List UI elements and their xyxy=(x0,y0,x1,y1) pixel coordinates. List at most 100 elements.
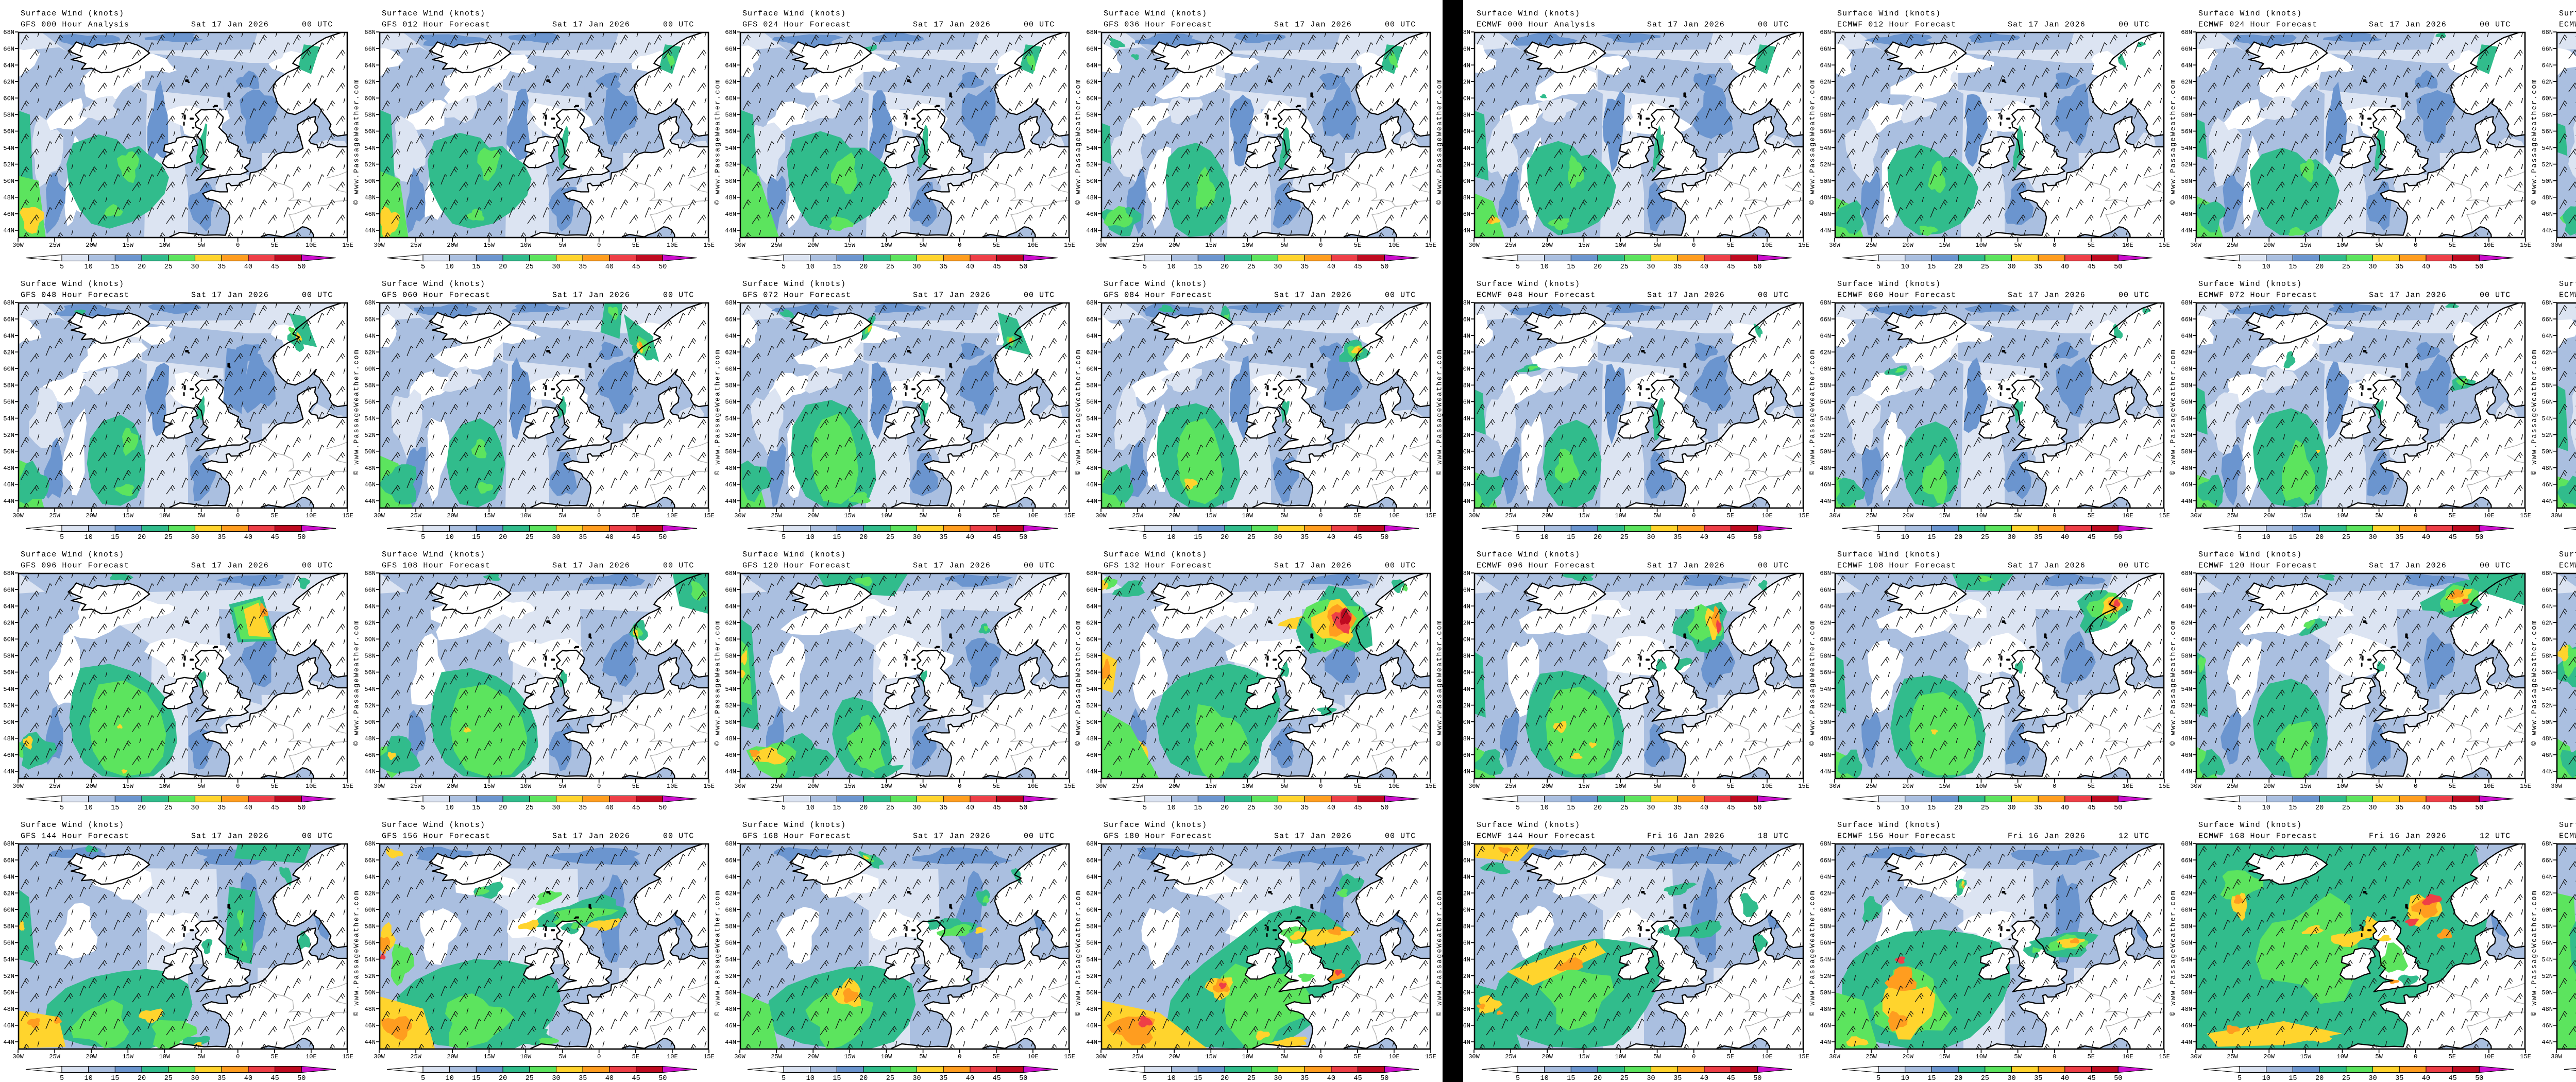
svg-text:Surface Wind (knots): Surface Wind (knots) xyxy=(1837,9,1941,18)
svg-text:ECMWF 072 Hour Forecast: ECMWF 072 Hour Forecast xyxy=(2198,291,2317,300)
svg-text:GFS 096 Hour Forecast: GFS 096 Hour Forecast xyxy=(21,562,129,570)
svg-text:Sat 17 Jan 2026: Sat 17 Jan 2026 xyxy=(1274,21,1352,29)
svg-text:ECMWF 144 Hour Forecast: ECMWF 144 Hour Forecast xyxy=(1477,832,1596,841)
svg-text:ECMWF 000 Hour Analysis: ECMWF 000 Hour Analysis xyxy=(1477,21,1596,29)
svg-text:Surface Wind (knots): Surface Wind (knots) xyxy=(382,9,485,18)
svg-text:Sat 17 Jan 2026: Sat 17 Jan 2026 xyxy=(1274,291,1352,300)
svg-text:ECMWF 108 Hour Forecast: ECMWF 108 Hour Forecast xyxy=(1837,562,1956,570)
svg-text:00 UTC: 00 UTC xyxy=(1758,21,1789,29)
svg-text:00 UTC: 00 UTC xyxy=(1385,832,1416,841)
svg-text:00 UTC: 00 UTC xyxy=(2480,562,2511,570)
svg-text:Sat 17 Jan 2026: Sat 17 Jan 2026 xyxy=(552,21,630,29)
svg-text:GFS 060 Hour Forecast: GFS 060 Hour Forecast xyxy=(382,291,490,300)
svg-text:ECMWF 084 Hour Forecast: ECMWF 084 Hour Forecast xyxy=(2559,291,2576,300)
svg-text:Surface Wind (knots): Surface Wind (knots) xyxy=(742,550,846,559)
svg-text:Surface Wind (knots): Surface Wind (knots) xyxy=(2559,9,2576,18)
svg-text:ECMWF 156 Hour Forecast: ECMWF 156 Hour Forecast xyxy=(1837,832,1956,841)
svg-text:Sat 17 Jan 2026: Sat 17 Jan 2026 xyxy=(552,562,630,570)
svg-text:Sat 17 Jan 2026: Sat 17 Jan 2026 xyxy=(191,291,269,300)
svg-text:GFS 048 Hour Forecast: GFS 048 Hour Forecast xyxy=(21,291,129,300)
svg-text:GFS 024 Hour Forecast: GFS 024 Hour Forecast xyxy=(742,21,851,29)
svg-text:00 UTC: 00 UTC xyxy=(302,21,333,29)
svg-text:Sat 17 Jan 2026: Sat 17 Jan 2026 xyxy=(2008,562,2086,570)
svg-text:00 UTC: 00 UTC xyxy=(2480,21,2511,29)
svg-text:Surface Wind (knots): Surface Wind (knots) xyxy=(742,821,846,830)
svg-text:GFS 180 Hour Forecast: GFS 180 Hour Forecast xyxy=(1104,832,1212,841)
svg-text:Surface Wind (knots): Surface Wind (knots) xyxy=(1477,821,1580,830)
svg-text:12 UTC: 12 UTC xyxy=(2480,832,2511,841)
svg-text:Surface Wind (knots): Surface Wind (knots) xyxy=(21,280,124,289)
svg-text:00 UTC: 00 UTC xyxy=(2480,291,2511,300)
svg-text:00 UTC: 00 UTC xyxy=(1024,291,1055,300)
svg-text:Sat 17 Jan 2026: Sat 17 Jan 2026 xyxy=(913,832,991,841)
svg-text:Fri 16 Jan 2026: Fri 16 Jan 2026 xyxy=(1647,832,1725,841)
svg-text:Surface Wind (knots): Surface Wind (knots) xyxy=(742,9,846,18)
svg-text:ECMWF 060 Hour Forecast: ECMWF 060 Hour Forecast xyxy=(1837,291,1956,300)
svg-text:Sat 17 Jan 2026: Sat 17 Jan 2026 xyxy=(913,291,991,300)
svg-text:Sat 17 Jan 2026: Sat 17 Jan 2026 xyxy=(1647,291,1725,300)
svg-text:Fri 16 Jan 2026: Fri 16 Jan 2026 xyxy=(2369,832,2447,841)
svg-text:00 UTC: 00 UTC xyxy=(1385,21,1416,29)
svg-text:GFS 120 Hour Forecast: GFS 120 Hour Forecast xyxy=(742,562,851,570)
svg-text:Surface Wind (knots): Surface Wind (knots) xyxy=(742,280,846,289)
svg-text:00 UTC: 00 UTC xyxy=(1385,562,1416,570)
svg-text:Sat 17 Jan 2026: Sat 17 Jan 2026 xyxy=(1647,562,1725,570)
svg-text:00 UTC: 00 UTC xyxy=(2119,21,2149,29)
svg-text:00 UTC: 00 UTC xyxy=(302,562,333,570)
svg-text:Surface Wind (knots): Surface Wind (knots) xyxy=(21,9,124,18)
svg-text:Surface Wind (knots): Surface Wind (knots) xyxy=(21,821,124,830)
svg-text:ECMWF 180 Hour Forecast: ECMWF 180 Hour Forecast xyxy=(2559,832,2576,841)
svg-text:Surface Wind (knots): Surface Wind (knots) xyxy=(382,821,485,830)
svg-text:GFS 144 Hour Forecast: GFS 144 Hour Forecast xyxy=(21,832,129,841)
svg-text:Surface Wind (knots): Surface Wind (knots) xyxy=(2198,280,2302,289)
svg-text:ECMWF 036 Hour Forecast: ECMWF 036 Hour Forecast xyxy=(2559,21,2576,29)
svg-text:GFS 084 Hour Forecast: GFS 084 Hour Forecast xyxy=(1104,291,1212,300)
svg-text:GFS 072 Hour Forecast: GFS 072 Hour Forecast xyxy=(742,291,851,300)
svg-text:GFS 108 Hour Forecast: GFS 108 Hour Forecast xyxy=(382,562,490,570)
svg-text:Surface Wind (knots): Surface Wind (knots) xyxy=(1477,280,1580,289)
svg-text:Sat 17 Jan 2026: Sat 17 Jan 2026 xyxy=(191,562,269,570)
svg-text:Sat 17 Jan 2026: Sat 17 Jan 2026 xyxy=(1647,21,1725,29)
svg-text:ECMWF 120 Hour Forecast: ECMWF 120 Hour Forecast xyxy=(2198,562,2317,570)
svg-text:Sat 17 Jan 2026: Sat 17 Jan 2026 xyxy=(552,832,630,841)
svg-text:Surface Wind (knots): Surface Wind (knots) xyxy=(21,550,124,559)
svg-text:Sat 17 Jan 2026: Sat 17 Jan 2026 xyxy=(2369,21,2447,29)
svg-text:Surface Wind (knots): Surface Wind (knots) xyxy=(382,280,485,289)
svg-text:Sat 17 Jan 2026: Sat 17 Jan 2026 xyxy=(2369,562,2447,570)
svg-text:ECMWF 168 Hour Forecast: ECMWF 168 Hour Forecast xyxy=(2198,832,2317,841)
svg-text:00 UTC: 00 UTC xyxy=(663,21,694,29)
svg-text:ECMWF 048 Hour Forecast: ECMWF 048 Hour Forecast xyxy=(1477,291,1596,300)
svg-text:Sat 17 Jan 2026: Sat 17 Jan 2026 xyxy=(1274,832,1352,841)
svg-text:Sat 17 Jan 2026: Sat 17 Jan 2026 xyxy=(191,832,269,841)
svg-text:Sat 17 Jan 2026: Sat 17 Jan 2026 xyxy=(552,291,630,300)
svg-text:Surface Wind (knots): Surface Wind (knots) xyxy=(1837,821,1941,830)
svg-text:GFS 132 Hour Forecast: GFS 132 Hour Forecast xyxy=(1104,562,1212,570)
svg-text:Surface Wind (knots): Surface Wind (knots) xyxy=(1104,821,1207,830)
svg-text:Surface Wind (knots): Surface Wind (knots) xyxy=(2198,9,2302,18)
svg-text:00 UTC: 00 UTC xyxy=(2119,562,2149,570)
svg-text:00 UTC: 00 UTC xyxy=(1024,562,1055,570)
svg-text:ECMWF 024 Hour Forecast: ECMWF 024 Hour Forecast xyxy=(2198,21,2317,29)
svg-text:GFS 156 Hour Forecast: GFS 156 Hour Forecast xyxy=(382,832,490,841)
svg-text:Surface Wind (knots): Surface Wind (knots) xyxy=(382,550,485,559)
svg-text:00 UTC: 00 UTC xyxy=(1758,562,1789,570)
svg-text:Sat 17 Jan 2026: Sat 17 Jan 2026 xyxy=(1274,562,1352,570)
svg-text:Sat 17 Jan 2026: Sat 17 Jan 2026 xyxy=(2008,291,2086,300)
svg-text:12 UTC: 12 UTC xyxy=(2119,832,2149,841)
svg-text:00 UTC: 00 UTC xyxy=(1385,291,1416,300)
svg-text:GFS 036 Hour Forecast: GFS 036 Hour Forecast xyxy=(1104,21,1212,29)
svg-text:Sat 17 Jan 2026: Sat 17 Jan 2026 xyxy=(2008,21,2086,29)
svg-text:Surface Wind (knots): Surface Wind (knots) xyxy=(1104,280,1207,289)
svg-text:Surface Wind (knots): Surface Wind (knots) xyxy=(2559,821,2576,830)
svg-text:Surface Wind (knots): Surface Wind (knots) xyxy=(1104,550,1207,559)
svg-text:00 UTC: 00 UTC xyxy=(2119,291,2149,300)
svg-text:Surface Wind (knots): Surface Wind (knots) xyxy=(1477,550,1580,559)
svg-text:00 UTC: 00 UTC xyxy=(1024,21,1055,29)
svg-text:Surface Wind (knots): Surface Wind (knots) xyxy=(2559,280,2576,289)
svg-text:ECMWF 012 Hour Forecast: ECMWF 012 Hour Forecast xyxy=(1837,21,1956,29)
svg-text:Surface Wind (knots): Surface Wind (knots) xyxy=(1837,280,1941,289)
svg-text:00 UTC: 00 UTC xyxy=(663,832,694,841)
svg-text:GFS 000 Hour Analysis: GFS 000 Hour Analysis xyxy=(21,21,129,29)
svg-text:ECMWF 096 Hour Forecast: ECMWF 096 Hour Forecast xyxy=(1477,562,1596,570)
svg-text:Sat 17 Jan 2026: Sat 17 Jan 2026 xyxy=(913,562,991,570)
